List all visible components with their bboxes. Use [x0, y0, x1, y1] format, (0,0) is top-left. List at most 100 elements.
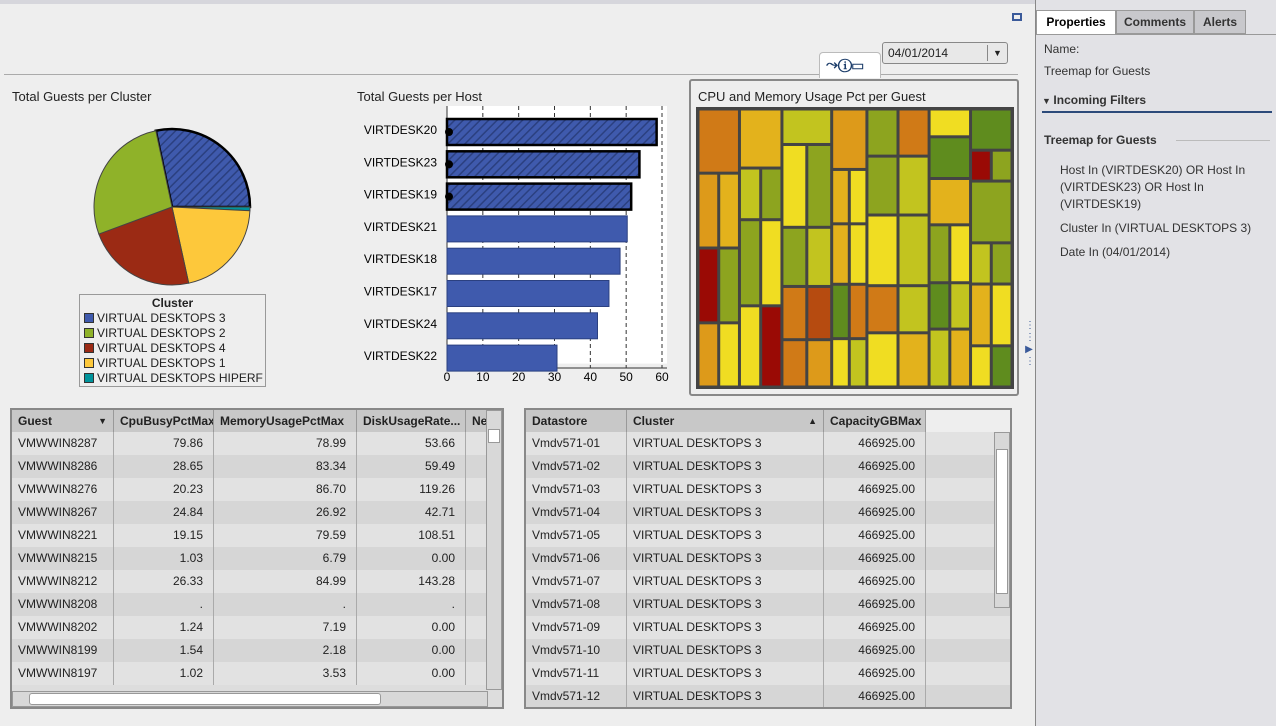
treemap-tile[interactable]: [699, 324, 718, 386]
treemap-tile[interactable]: [972, 151, 990, 180]
tab-properties[interactable]: Properties: [1036, 10, 1116, 35]
treemap-tile[interactable]: [783, 110, 831, 143]
treemap-tile[interactable]: [930, 180, 970, 224]
treemap-tile[interactable]: [808, 228, 831, 285]
table-row[interactable]: Vmdv571-03 VIRTUAL DESKTOPS 3 466925.00: [526, 478, 1010, 501]
treemap-tile[interactable]: [783, 341, 806, 386]
bar[interactable]: [445, 117, 658, 147]
treemap-tile[interactable]: [699, 110, 738, 172]
table-row[interactable]: Vmdv571-01 VIRTUAL DESKTOPS 3 466925.00: [526, 432, 1010, 455]
column-header[interactable]: Datastore: [526, 410, 627, 432]
treemap-tile[interactable]: [762, 221, 781, 305]
treemap-tile[interactable]: [833, 340, 848, 386]
bar[interactable]: [445, 182, 633, 211]
treemap-tile[interactable]: [899, 157, 928, 214]
table-row[interactable]: VMWWIN8276 20.23 86.70 119.26: [12, 478, 486, 501]
table-row[interactable]: Vmdv571-11 VIRTUAL DESKTOPS 3 466925.00: [526, 662, 1010, 685]
column-header[interactable]: DiskUsageRate...: [357, 410, 466, 432]
table-row[interactable]: Vmdv571-10 VIRTUAL DESKTOPS 3 466925.00: [526, 639, 1010, 662]
treemap-tile[interactable]: [762, 169, 781, 219]
pie-slice[interactable]: [154, 127, 252, 209]
treemap-tile[interactable]: [992, 151, 1011, 180]
treemap-tile[interactable]: [972, 285, 990, 345]
bar-chart[interactable]: 0 10 20 30 40 50 60 VIRTDESK20 VIRTDESK23 VIRTDES…: [355, 100, 685, 390]
treemap-tile[interactable]: [720, 324, 738, 386]
treemap-tile[interactable]: [930, 110, 970, 136]
table-row[interactable]: VMWWIN8197 1.02 3.53 0.00: [12, 662, 486, 685]
treemap-tile[interactable]: [899, 334, 928, 386]
treemap-tile[interactable]: [972, 110, 1011, 149]
table-row[interactable]: Vmdv571-07 VIRTUAL DESKTOPS 3 466925.00: [526, 570, 1010, 593]
column-header[interactable]: CpuBusyPctMax: [114, 410, 214, 432]
table-row[interactable]: VMWWIN8286 28.65 83.34 59.49: [12, 455, 486, 478]
column-header[interactable]: MemoryUsagePctMax: [214, 410, 357, 432]
info-icon[interactable]: ⓘ: [838, 56, 853, 73]
table-row[interactable]: VMWWIN8199 1.54 2.18 0.00: [12, 639, 486, 662]
table-row[interactable]: Vmdv571-06 VIRTUAL DESKTOPS 3 466925.00: [526, 547, 1010, 570]
treemap-tile[interactable]: [951, 284, 970, 328]
treemap-tile[interactable]: [833, 170, 848, 223]
treemap-tile[interactable]: [868, 157, 897, 214]
treemap-tile[interactable]: [899, 110, 928, 155]
table-row[interactable]: VMWWIN8212 26.33 84.99 143.28: [12, 570, 486, 593]
treemap-tile[interactable]: [740, 307, 760, 386]
treemap-tile[interactable]: [850, 225, 866, 283]
treemap-tile[interactable]: [868, 216, 897, 285]
panel-splitter[interactable]: ⋮ ⋮ ▶ ⋮: [1025, 320, 1035, 367]
treemap-tile[interactable]: [899, 216, 928, 285]
treemap-tile[interactable]: [762, 307, 781, 386]
table-row[interactable]: VMWWIN8287 79.86 78.99 53.66: [12, 432, 486, 455]
datastore-table[interactable]: Datastore Cluster ▲ CapacityGBMax Vmdv571-0…: [524, 408, 1012, 709]
treemap-tile[interactable]: [740, 110, 781, 167]
bar[interactable]: [446, 247, 621, 275]
treemap-tile[interactable]: [740, 169, 760, 219]
treemap-tile[interactable]: [833, 225, 848, 283]
treemap-tile[interactable]: [868, 110, 897, 155]
treemap-tile[interactable]: [699, 174, 718, 247]
column-header[interactable]: CapacityGBMax: [824, 410, 926, 432]
treemap-tile[interactable]: [833, 285, 848, 338]
maximize-icon[interactable]: ▭: [852, 56, 864, 73]
vertical-scrollbar[interactable]: [486, 410, 502, 690]
table-row[interactable]: Vmdv571-09 VIRTUAL DESKTOPS 3 466925.00: [526, 616, 1010, 639]
bar[interactable]: [445, 150, 641, 179]
treemap-tile[interactable]: [850, 340, 866, 386]
table-row[interactable]: VMWWIN8267 24.84 26.92 42.71: [12, 501, 486, 524]
table-row[interactable]: VMWWIN8221 19.15 79.59 108.51: [12, 524, 486, 547]
treemap-tile[interactable]: [992, 285, 1011, 345]
treemap-tile[interactable]: [783, 287, 806, 339]
maximize-canvas-icon[interactable]: [1012, 13, 1022, 21]
treemap-tile[interactable]: [699, 249, 718, 322]
treemap-tile[interactable]: [972, 244, 990, 283]
date-filter-dropdown[interactable]: 04/01/2014 ▼: [882, 42, 1008, 64]
treemap-tile[interactable]: [930, 284, 949, 328]
column-header[interactable]: Guest ▼: [12, 410, 114, 432]
table-row[interactable]: VMWWIN8208...: [12, 593, 486, 616]
horizontal-scrollbar[interactable]: [12, 691, 488, 707]
treemap-tile[interactable]: [808, 287, 831, 339]
treemap-tile[interactable]: [868, 287, 897, 332]
treemap-tile[interactable]: [992, 244, 1011, 283]
treemap-tile[interactable]: [868, 334, 897, 386]
pie-chart[interactable]: [80, 115, 270, 305]
treemap-tile[interactable]: [850, 170, 866, 223]
treemap-tile[interactable]: [951, 226, 970, 282]
treemap-tile[interactable]: [850, 285, 866, 338]
treemap-tile[interactable]: [930, 226, 949, 282]
treemap-tile[interactable]: [930, 330, 949, 386]
treemap-tile[interactable]: [720, 174, 738, 247]
bar[interactable]: [446, 344, 558, 372]
pie-slice[interactable]: [93, 130, 173, 235]
table-row[interactable]: Vmdv571-08 VIRTUAL DESKTOPS 3 466925.00: [526, 593, 1010, 616]
bar[interactable]: [446, 280, 610, 307]
tab-comments[interactable]: Comments: [1116, 10, 1194, 34]
treemap-tile[interactable]: [899, 287, 928, 332]
treemap-tile[interactable]: [992, 347, 1011, 386]
treemap-tile[interactable]: [808, 341, 831, 386]
treemap-tile[interactable]: [930, 138, 970, 177]
guest-table[interactable]: Guest ▼ CpuBusyPctMax MemoryUsagePctMax Disk…: [10, 408, 504, 709]
table-row[interactable]: Vmdv571-02 VIRTUAL DESKTOPS 3 466925.00: [526, 455, 1010, 478]
treemap[interactable]: [696, 107, 1014, 389]
bar[interactable]: [446, 312, 598, 340]
incoming-filters-header[interactable]: ▼ Incoming Filters: [1042, 86, 1272, 113]
